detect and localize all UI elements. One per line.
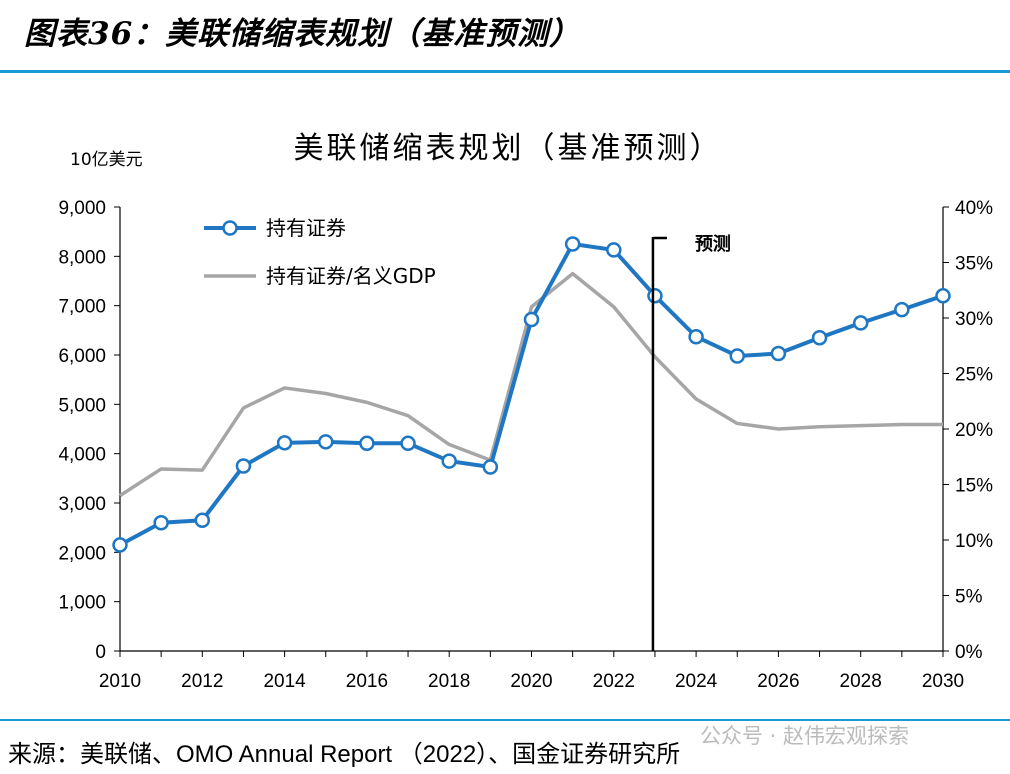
holdings-point bbox=[235, 458, 252, 474]
source-divider bbox=[0, 719, 1010, 721]
holdings-point bbox=[564, 236, 581, 252]
x-tick-label: 2018 bbox=[428, 671, 470, 692]
x-tick-label: 2016 bbox=[346, 671, 388, 692]
watermark: 公众号 · 赵伟宏观探索 bbox=[700, 724, 910, 748]
holdings-point bbox=[852, 315, 869, 331]
forecast-marker: 预测 bbox=[651, 233, 731, 651]
legend-holdings-label: 持有证券 bbox=[266, 216, 346, 240]
chart-title: 美联储缩表规划（基准预测） bbox=[294, 131, 723, 166]
y-tick-label-right: 15% bbox=[955, 476, 993, 497]
y-tick-label-right: 0% bbox=[955, 642, 983, 663]
y-tick-label-left: 8,000 bbox=[58, 247, 106, 268]
ratio-line bbox=[119, 271, 943, 498]
y-tick-label-left: 5,000 bbox=[58, 395, 106, 416]
x-tick-label: 2026 bbox=[757, 671, 799, 692]
holdings-point bbox=[729, 348, 745, 364]
y-tick-label-right: 30% bbox=[955, 309, 993, 330]
holdings-series bbox=[112, 236, 951, 553]
y-tick-label-right: 20% bbox=[955, 420, 993, 441]
y-tick-label-right: 40% bbox=[955, 198, 993, 219]
y-tick-label-left: 1,000 bbox=[58, 593, 106, 614]
holdings-point bbox=[276, 435, 293, 451]
y-tick-label-right: 5% bbox=[955, 587, 983, 608]
y-tick-label-right: 25% bbox=[955, 365, 993, 386]
axes: 0 1,000 2,000 3,000 4,000 5,000 6,000 7,000 8,00… bbox=[58, 198, 993, 692]
y-tick-label-left: 0 bbox=[95, 642, 106, 663]
title-divider bbox=[0, 70, 1010, 73]
x-tick-label: 2014 bbox=[263, 671, 306, 692]
holdings-point bbox=[688, 328, 704, 345]
y-axis-label: 10亿美元 bbox=[70, 150, 143, 170]
holdings-point bbox=[400, 435, 416, 452]
holdings-point bbox=[318, 434, 334, 450]
y-tick-label-left: 7,000 bbox=[58, 297, 106, 318]
holdings-point bbox=[935, 288, 951, 304]
holdings-point bbox=[811, 329, 828, 346]
holdings-point bbox=[359, 435, 375, 452]
x-tick-label: 2020 bbox=[510, 671, 552, 692]
legend-holdings-marker bbox=[222, 220, 238, 236]
x-tick-label: 2030 bbox=[922, 671, 964, 692]
holdings-point bbox=[194, 512, 211, 529]
legend-ratio-label: 持有证券/名义GDP bbox=[266, 264, 436, 288]
holdings-point bbox=[112, 537, 128, 553]
y-tick-label-left: 4,000 bbox=[58, 445, 106, 466]
y-tick-label-left: 2,000 bbox=[58, 543, 106, 564]
holdings-point bbox=[482, 459, 499, 475]
holdings-line bbox=[119, 242, 944, 547]
holdings-point bbox=[441, 453, 457, 469]
holdings-point bbox=[647, 288, 663, 304]
x-tick-label: 2012 bbox=[181, 671, 223, 692]
x-tick-label: 2028 bbox=[840, 671, 882, 692]
chart: 美联储缩表规划（基准预测） 10亿美元 0 1,000 2,000 3,000 4,00… bbox=[58, 131, 993, 692]
y-tick-label-right: 10% bbox=[955, 531, 993, 552]
x-tick-label: 2022 bbox=[593, 671, 635, 692]
holdings-point bbox=[770, 345, 787, 362]
y-tick-label-left: 6,000 bbox=[58, 346, 106, 367]
holdings-point bbox=[606, 242, 622, 258]
y-tick-label-right: 35% bbox=[955, 254, 993, 275]
y-tick-label-left: 9,000 bbox=[58, 198, 106, 219]
holdings-point bbox=[523, 311, 540, 328]
x-tick-label: 2010 bbox=[99, 671, 141, 692]
source-note: 来源：美联储、OMO Annual Report （2022）、国金证券研究所 bbox=[8, 741, 681, 768]
forecast-label: 预测 bbox=[695, 233, 731, 255]
holdings-point bbox=[153, 514, 169, 531]
holdings-point bbox=[894, 301, 910, 318]
x-tick-label: 2024 bbox=[675, 671, 718, 692]
ratio-series bbox=[119, 271, 943, 498]
y-tick-label-left: 3,000 bbox=[58, 494, 106, 515]
figure-title: 图表36：美联储缩表规划（基准预测） bbox=[24, 16, 582, 52]
